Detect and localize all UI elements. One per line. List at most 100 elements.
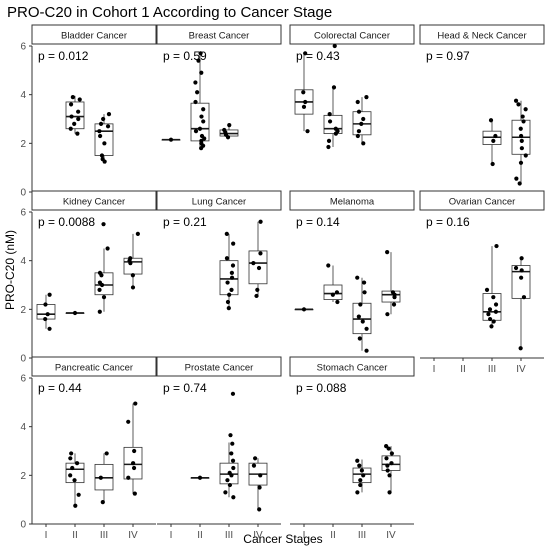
data-point: [514, 176, 519, 181]
p-value-label: p = 0.44: [38, 381, 82, 395]
data-point: [355, 133, 360, 139]
data-point: [356, 129, 362, 134]
data-point: [384, 444, 389, 449]
box-group: [94, 451, 114, 505]
x-tick-label: III: [358, 530, 366, 541]
facet-panels: Bladder Cancer p = 0.012 0 2 4 6 Breast Cancer…: [20, 24, 545, 541]
data-point: [519, 133, 524, 139]
facet-strip-label: Prostate Cancer: [185, 363, 254, 374]
data-point: [355, 275, 360, 280]
facet-strip: [289, 190, 415, 211]
data-point: [199, 133, 205, 139]
data-point: [387, 490, 392, 495]
x-tick-label: IV: [516, 364, 526, 375]
data-point: [223, 490, 228, 495]
box: [94, 272, 114, 296]
facet-strip-label: Stomach Cancer: [317, 363, 388, 374]
data-point: [303, 51, 308, 56]
facet-panel: Kidney Cancer p = 0.0088 0 2 4 6: [20, 190, 157, 365]
data-point: [228, 433, 233, 438]
data-point: [513, 265, 519, 271]
facet-strip: [31, 356, 157, 377]
data-point: [484, 287, 490, 292]
facet-strip: [289, 356, 415, 377]
x-tick-label: I: [303, 530, 306, 541]
data-point: [327, 119, 333, 124]
x-tick-label: IV: [253, 530, 263, 541]
data-point: [258, 219, 263, 224]
data-point: [387, 473, 392, 478]
facet-strip-label: Melanoma: [330, 197, 375, 208]
y-tick-label: 2: [20, 471, 26, 482]
data-point: [258, 251, 263, 256]
data-point: [256, 265, 262, 271]
data-point: [356, 109, 362, 114]
data-point: [75, 131, 80, 136]
data-point: [130, 285, 136, 290]
box-group: [65, 95, 85, 136]
y-tick-label: 0: [20, 188, 26, 199]
data-point: [361, 116, 366, 122]
data-point: [358, 482, 363, 488]
facet-strip: [419, 190, 545, 211]
data-point: [385, 463, 390, 468]
chart-title: PRO-C20 in Cohort 1 According to Cancer …: [7, 4, 332, 21]
data-point: [519, 256, 524, 261]
data-point: [76, 492, 81, 497]
box-group: [352, 95, 372, 146]
data-point: [97, 280, 103, 285]
data-point: [364, 348, 369, 353]
box-group: [511, 256, 531, 351]
data-point: [227, 292, 232, 297]
data-point: [517, 181, 522, 186]
facet-strip: [31, 190, 157, 211]
p-value-label: p = 0.43: [296, 49, 340, 63]
data-point: [72, 310, 78, 316]
data-point: [73, 503, 78, 508]
data-point: [389, 451, 394, 456]
data-point: [489, 324, 494, 329]
x-tick-label: III: [488, 364, 496, 375]
data-point: [70, 95, 75, 100]
data-point: [230, 263, 236, 268]
box-group: [248, 219, 268, 299]
y-tick-label: 2: [20, 305, 26, 316]
data-point: [518, 346, 523, 351]
data-point: [333, 126, 338, 131]
y-tick-label: 4: [20, 90, 26, 101]
box-group: [161, 137, 181, 142]
data-point: [98, 121, 104, 126]
box-group: [65, 310, 85, 316]
data-point: [97, 287, 102, 292]
x-axis-title: Cancer Stages: [243, 532, 322, 546]
box-group: [123, 401, 143, 496]
data-point: [385, 250, 390, 255]
data-point: [68, 126, 73, 131]
data-point: [43, 316, 48, 322]
data-point: [69, 451, 74, 456]
x-tick-label: III: [100, 530, 108, 541]
data-point: [493, 302, 499, 307]
y-tick-label: 6: [20, 374, 26, 385]
data-point: [97, 129, 102, 134]
data-point: [335, 299, 340, 305]
box-group: [190, 475, 210, 480]
data-point: [68, 102, 74, 107]
box-group: [65, 451, 85, 508]
data-point: [257, 507, 262, 512]
box-group: [511, 98, 531, 186]
data-point: [227, 470, 232, 475]
data-point: [229, 451, 234, 456]
data-point: [357, 336, 362, 341]
data-point: [133, 401, 138, 406]
p-value-label: p = 0.59: [163, 49, 207, 63]
data-point: [100, 500, 105, 505]
data-point: [364, 95, 369, 100]
data-point: [193, 99, 198, 105]
data-point: [491, 319, 496, 324]
data-point: [254, 293, 259, 299]
box-group: [323, 43, 343, 150]
